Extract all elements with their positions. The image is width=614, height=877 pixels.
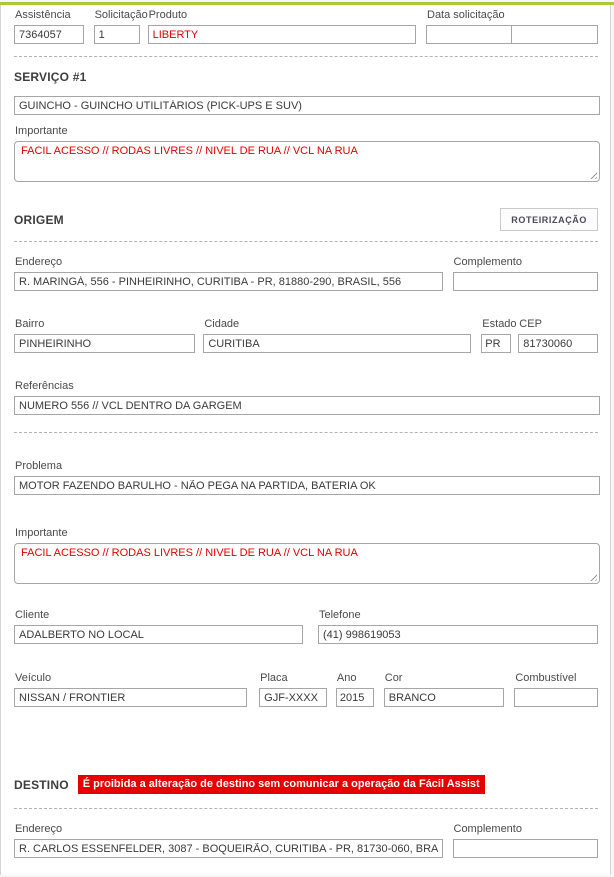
origem-cliente-input[interactable] — [14, 625, 303, 644]
data-solicitacao-date-input[interactable] — [426, 25, 512, 44]
origem-bairro-field: Bairro — [14, 318, 196, 353]
servico-tipo-input[interactable] — [14, 96, 600, 115]
servico-importante-field: Importante FACIL ACESSO // RODAS LIVRES … — [14, 125, 600, 182]
origem-endereco-label: Endereço — [15, 256, 63, 268]
origem-importante-label: Importante — [15, 527, 68, 539]
top-accent-line — [0, 2, 614, 5]
destino-complemento-label: Complemento — [453, 823, 522, 835]
destino-warning-badge: É proibida a alteração de destino sem co… — [77, 775, 485, 794]
origem-cep-field: CEP — [518, 318, 598, 353]
destino-heading: DESTINO — [14, 777, 69, 792]
origem-combustivel-label: Combustível — [515, 672, 577, 684]
origem-estado-input[interactable] — [481, 334, 512, 353]
origem-complemento-label: Complemento — [453, 256, 522, 268]
origem-ano-input[interactable] — [335, 688, 374, 707]
data-solicitacao-time-input[interactable] — [511, 25, 598, 44]
origem-ano-label: Ano — [336, 672, 357, 684]
origem-problema-input[interactable] — [14, 476, 600, 495]
origem-telefone-label: Telefone — [318, 609, 361, 621]
origem-veiculo-input[interactable] — [14, 688, 248, 707]
origem-header-row: ORIGEM ROTEIRIZAÇÃO — [14, 208, 598, 231]
origem-cidade-label: Cidade — [204, 318, 240, 330]
origem-bairro-label: Bairro — [15, 318, 45, 330]
destino-complemento-field: Complemento — [452, 823, 598, 858]
servico-heading: SERVIÇO #1 — [14, 70, 87, 84]
origem-bairro-row: Bairro Cidade Estado CEP — [14, 318, 598, 353]
origem-cidade-input[interactable] — [203, 334, 472, 353]
section-divider — [14, 432, 598, 433]
produto-label: Produto — [148, 9, 188, 21]
origem-veiculo-label: Veículo — [15, 672, 52, 684]
data-solicitacao-field: Data solicitação — [426, 9, 598, 44]
origem-placa-input[interactable] — [259, 688, 327, 707]
produto-field: Produto — [147, 9, 416, 44]
origem-ano-field: Ano — [335, 672, 374, 707]
destino-header-row: DESTINO É proibida a alteração de destin… — [14, 775, 598, 794]
destino-complemento-input[interactable] — [452, 839, 598, 858]
origem-importante-textarea[interactable]: FACIL ACESSO // RODAS LIVRES // NIVEL DE… — [14, 543, 600, 584]
origem-placa-label: Placa — [260, 672, 288, 684]
origem-cidade-field: Cidade — [203, 318, 472, 353]
solicitacao-field: Solicitação — [93, 9, 148, 44]
origem-cliente-row: Cliente Telefone — [14, 609, 598, 644]
origem-importante-field: Importante FACIL ACESSO // RODAS LIVRES … — [14, 527, 600, 584]
origem-problema-field: Problema — [14, 460, 600, 495]
assistencia-input[interactable] — [14, 25, 84, 44]
origem-cep-label: CEP — [519, 318, 542, 330]
destino-endereco-label: Endereço — [15, 823, 63, 835]
data-solicitacao-label: Data solicitação — [427, 9, 505, 21]
origem-combustivel-input[interactable] — [514, 688, 598, 707]
section-divider — [14, 241, 598, 242]
origem-placa-field: Placa — [259, 672, 327, 707]
assistance-header-row: Assistência Solicitação Produto Data sol… — [14, 9, 598, 44]
origem-telefone-input[interactable] — [317, 625, 598, 644]
service-form: Assistência Solicitação Produto Data sol… — [0, 5, 611, 875]
roteirizacao-button[interactable]: ROTEIRIZAÇÃO — [500, 208, 598, 231]
origem-problema-label: Problema — [15, 460, 63, 472]
destino-endereco-field: Endereço — [14, 823, 443, 858]
origem-complemento-field: Complemento — [452, 256, 598, 291]
solicitacao-input[interactable] — [93, 25, 140, 44]
destino-endereco-row: Endereço Complemento — [14, 823, 598, 858]
assistencia-field: Assistência — [14, 9, 84, 44]
origem-referencias-input[interactable] — [14, 396, 600, 415]
servico-importante-textarea[interactable]: FACIL ACESSO // RODAS LIVRES // NIVEL DE… — [14, 141, 600, 182]
servico-importante-label: Importante — [15, 125, 68, 137]
assistencia-label: Assistência — [15, 9, 71, 21]
origem-endereco-row: Endereço Complemento — [14, 256, 598, 291]
origem-combustivel-field: Combustível — [514, 672, 598, 707]
origem-bairro-input[interactable] — [14, 334, 196, 353]
origem-telefone-field: Telefone — [317, 609, 598, 644]
origem-estado-label: Estado — [482, 318, 517, 330]
servico-tipo-field — [14, 96, 600, 115]
solicitacao-label: Solicitação — [94, 9, 148, 21]
section-divider — [14, 56, 598, 57]
origem-cor-label: Cor — [384, 672, 403, 684]
produto-input[interactable] — [147, 25, 416, 44]
origem-veiculo-field: Veículo — [14, 672, 248, 707]
origem-referencias-label: Referências — [15, 380, 74, 392]
origem-endereco-input[interactable] — [14, 272, 443, 291]
origem-cliente-field: Cliente — [14, 609, 303, 644]
origem-cor-field: Cor — [383, 672, 505, 707]
origem-heading: ORIGEM — [14, 212, 64, 227]
origem-cep-input[interactable] — [518, 334, 598, 353]
origem-referencias-field: Referências — [14, 380, 600, 415]
destino-endereco-input[interactable] — [14, 839, 443, 858]
origem-estado-field: Estado — [481, 318, 517, 353]
origem-cliente-label: Cliente — [15, 609, 50, 621]
section-divider — [14, 808, 598, 809]
origem-endereco-field: Endereço — [14, 256, 443, 291]
origem-veiculo-row: Veículo Placa Ano Cor Combustível — [14, 672, 598, 707]
origem-complemento-input[interactable] — [452, 272, 598, 291]
origem-cor-input[interactable] — [383, 688, 505, 707]
